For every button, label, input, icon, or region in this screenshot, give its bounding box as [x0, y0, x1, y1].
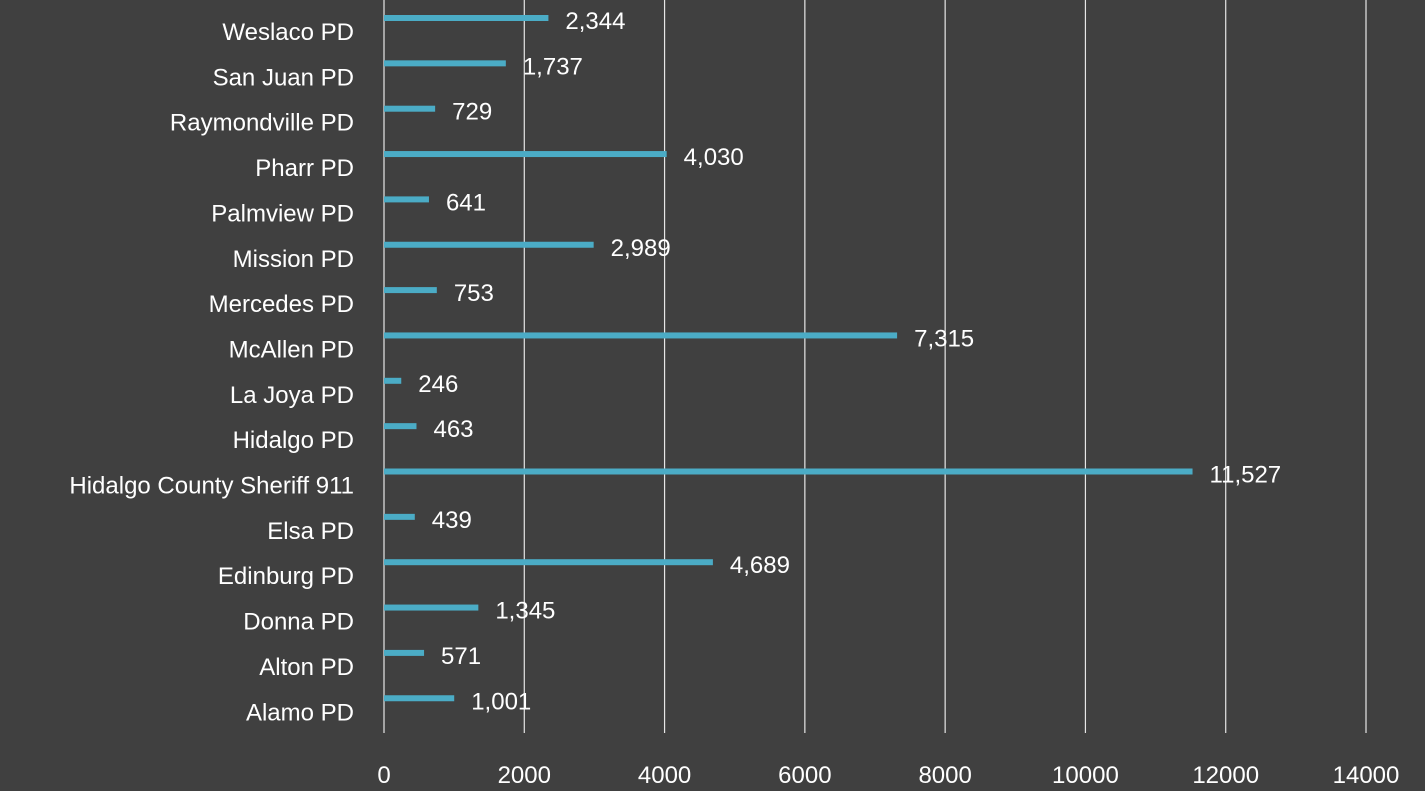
category-label-1: San Juan PD	[213, 64, 354, 91]
bar-11	[384, 513, 415, 520]
data-label-8: 246	[418, 371, 458, 398]
bar-13	[384, 604, 479, 611]
x-tick-label-3: 6000	[778, 762, 831, 789]
data-label-10: 11,527	[1210, 462, 1282, 489]
category-label-10: Hidalgo County Sheriff 911	[69, 473, 354, 500]
category-label-12: Edinburg PD	[218, 563, 354, 590]
bar-0	[384, 15, 549, 21]
data-label-14: 571	[441, 643, 481, 670]
category-label-2: Raymondville PD	[170, 110, 354, 137]
bar-15	[384, 695, 455, 702]
bar-12	[384, 559, 713, 566]
data-label-2: 729	[452, 99, 492, 126]
data-label-3: 4,030	[684, 144, 744, 171]
data-label-12: 4,689	[730, 552, 790, 579]
bar-3	[384, 151, 667, 158]
category-label-11: Elsa PD	[267, 518, 354, 545]
data-label-6: 753	[454, 280, 494, 307]
bar-4	[384, 196, 429, 203]
bar-8	[384, 377, 402, 384]
bar-14	[384, 649, 425, 656]
bar-1	[384, 60, 506, 67]
category-label-5: Mission PD	[233, 246, 354, 273]
category-label-0: Weslaco PD	[222, 19, 354, 46]
bars	[384, 15, 1193, 702]
x-tick-label-7: 14000	[1333, 762, 1400, 789]
data-labels: 2,344 1,737 729 4,030 641 2,989 753 7,315 246 463…	[418, 8, 1281, 715]
x-tick-label-6: 12000	[1192, 762, 1259, 789]
x-tick-label-5: 10000	[1052, 762, 1119, 789]
bar-5	[384, 241, 594, 248]
data-label-7: 7,315	[914, 325, 974, 352]
category-label-4: Palmview PD	[211, 200, 354, 227]
category-label-8: La Joya PD	[230, 382, 354, 409]
data-label-13: 1,345	[495, 598, 555, 625]
x-tick-label-4: 8000	[918, 762, 971, 789]
bar-6	[384, 287, 437, 294]
bar-2	[384, 105, 436, 112]
data-label-0: 2,344	[565, 8, 625, 35]
x-tick-label-1: 2000	[498, 762, 551, 789]
category-label-15: Alamo PD	[246, 699, 354, 726]
category-label-3: Pharr PD	[255, 155, 354, 182]
x-tick-label-0: 0	[377, 762, 390, 789]
data-label-15: 1,001	[471, 688, 531, 715]
category-labels: Weslaco PD San Juan PD Raymondville PD Phar…	[69, 19, 354, 726]
category-label-14: Alton PD	[259, 654, 354, 681]
category-label-13: Donna PD	[243, 609, 354, 636]
bar-10	[384, 468, 1193, 475]
x-axis-tick-labels: 0 2000 4000 6000 8000 10000 12000 14000	[377, 762, 1399, 789]
data-label-5: 2,989	[611, 235, 671, 262]
category-label-6: Mercedes PD	[209, 291, 354, 318]
gridlines	[383, 0, 1367, 733]
data-label-9: 463	[433, 416, 473, 443]
x-tick-label-2: 4000	[638, 762, 691, 789]
data-label-11: 439	[432, 507, 472, 534]
data-label-1: 1,737	[523, 53, 583, 80]
category-label-9: Hidalgo PD	[233, 427, 354, 454]
data-label-4: 641	[446, 189, 486, 216]
category-label-7: McAllen PD	[229, 336, 354, 363]
bar-9	[384, 423, 417, 430]
bar-7	[384, 332, 898, 339]
